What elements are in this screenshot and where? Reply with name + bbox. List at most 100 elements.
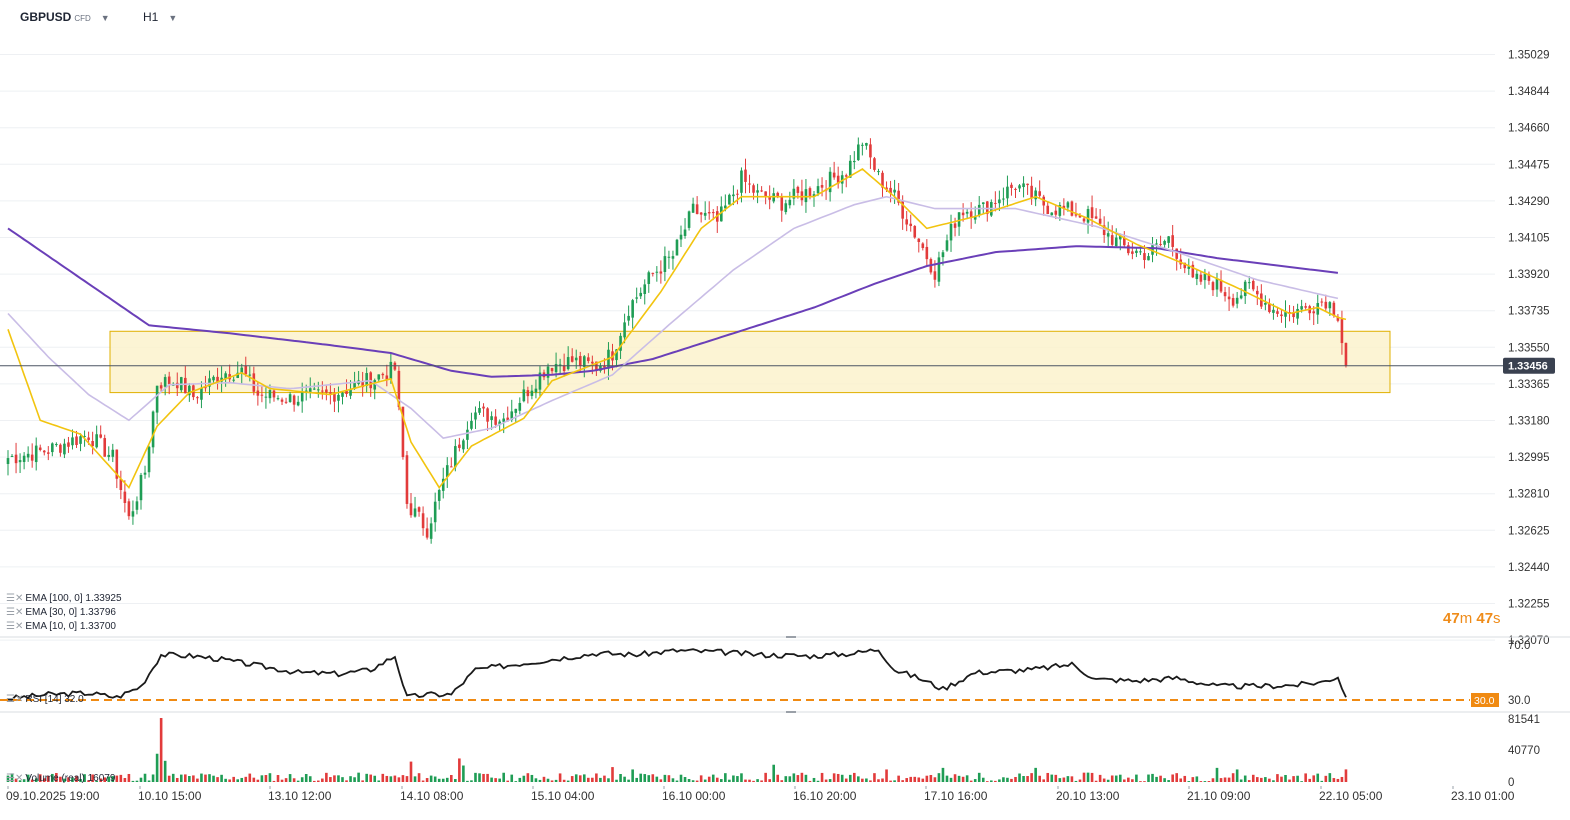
candle-body <box>1102 225 1106 236</box>
candle-body <box>651 272 655 274</box>
volume-bar <box>639 773 643 782</box>
volume-bar <box>1046 772 1050 782</box>
candle-body <box>462 440 465 450</box>
volume-bar <box>139 777 143 782</box>
candle-body <box>623 322 626 338</box>
legend-ema100[interactable]: ☰✕ EMA [100, 0] 1.33925 <box>6 593 122 604</box>
candle <box>341 391 344 405</box>
candle-body <box>1143 253 1146 261</box>
candle-body <box>566 357 570 370</box>
candle <box>861 142 864 156</box>
candle <box>119 470 123 500</box>
volume-bar <box>1260 777 1263 782</box>
candle-body <box>87 437 90 440</box>
volume-bar <box>570 776 574 782</box>
candle-body <box>639 292 643 297</box>
settings-close-icon[interactable]: ☰✕ <box>6 773 24 784</box>
volume-bar <box>502 772 505 782</box>
candle-body <box>1344 342 1348 366</box>
settings-close-icon[interactable]: ☰✕ <box>6 607 24 618</box>
symbol-selector[interactable]: GBPUSD CFD ▼ <box>20 10 110 24</box>
settings-close-icon[interactable]: ☰✕ <box>6 621 24 632</box>
volume-bar <box>1038 775 1041 782</box>
volume-bar <box>1328 773 1332 782</box>
candle <box>1030 176 1033 205</box>
volume-bar <box>14 778 18 782</box>
candle-body <box>470 420 473 429</box>
volume-bar <box>47 775 50 782</box>
volume-bar <box>1026 776 1029 782</box>
candle <box>784 199 788 215</box>
volume-bar <box>143 773 147 782</box>
candle <box>977 196 981 218</box>
candle <box>1114 228 1118 247</box>
volume-bar <box>1086 772 1090 782</box>
candle-body <box>720 206 723 222</box>
ema-line-2 <box>7 168 1347 490</box>
volume-bar <box>151 774 155 782</box>
volume-bar <box>200 773 203 782</box>
candle-body <box>1026 183 1029 186</box>
price-tick-label: 1.35029 <box>1508 50 1550 62</box>
legend-volume[interactable]: ☰✕ Volume (real) 16079 <box>6 773 115 784</box>
candle <box>1256 285 1259 306</box>
candle-body <box>1207 274 1211 281</box>
settings-close-icon[interactable]: ☰✕ <box>6 593 24 604</box>
candle-body <box>961 212 965 216</box>
legend-ema10[interactable]: ☰✕ EMA [10, 0] 1.33700 <box>6 621 116 632</box>
candle <box>816 178 820 197</box>
candle <box>635 287 638 304</box>
settings-close-icon[interactable]: ☰✕ <box>6 694 24 705</box>
candle-body <box>1199 274 1203 282</box>
time-axis-label: 23.10 01:00 <box>1451 789 1515 803</box>
candle <box>1002 187 1005 206</box>
candle <box>252 366 256 396</box>
candle-body <box>268 390 272 399</box>
volume-bar <box>663 774 667 782</box>
volume-bar <box>651 774 655 782</box>
volume-bar <box>844 778 848 782</box>
candle <box>385 364 389 387</box>
volume-bar <box>776 774 780 782</box>
volume-bar <box>252 777 256 782</box>
legend-ema30[interactable]: ☰✕ EMA [30, 0] 1.33796 <box>6 607 116 618</box>
volume-bar <box>240 777 244 782</box>
candle-body <box>490 416 493 420</box>
volume-bar <box>75 776 78 782</box>
timeframe-selector[interactable]: H1 ▼ <box>143 10 177 24</box>
candle <box>558 358 562 374</box>
candle <box>1203 268 1207 289</box>
candle-body <box>300 392 304 402</box>
candle <box>828 167 832 202</box>
volume-bar <box>554 779 558 782</box>
candle <box>514 408 518 423</box>
candle <box>1316 294 1320 324</box>
candle-body <box>111 449 115 457</box>
candle-body <box>212 376 215 381</box>
candle <box>123 480 127 513</box>
candle <box>1042 194 1046 216</box>
candle-body <box>248 374 252 376</box>
legend-rsi[interactable]: ☰✕ RSI [14] 32.0 <box>6 694 84 705</box>
candle-body <box>349 389 352 396</box>
candle-body <box>321 390 324 392</box>
volume-bar <box>184 774 187 782</box>
countdown-seconds: 47 <box>1476 610 1494 627</box>
volume-bar <box>998 779 1001 782</box>
candle <box>1147 252 1150 261</box>
volume-bar <box>38 774 42 782</box>
volume-bar <box>1288 779 1291 782</box>
candle-body <box>381 373 385 376</box>
volume-bar <box>1171 774 1174 782</box>
volume-bar <box>909 776 913 782</box>
candle <box>216 367 219 390</box>
candle <box>570 348 574 363</box>
candle <box>913 225 917 239</box>
candle <box>425 517 429 540</box>
candle <box>26 446 30 462</box>
candle-body <box>276 398 280 400</box>
volume-bar <box>1296 775 1299 782</box>
volume-bar <box>437 778 441 782</box>
volume-bar <box>337 775 340 782</box>
